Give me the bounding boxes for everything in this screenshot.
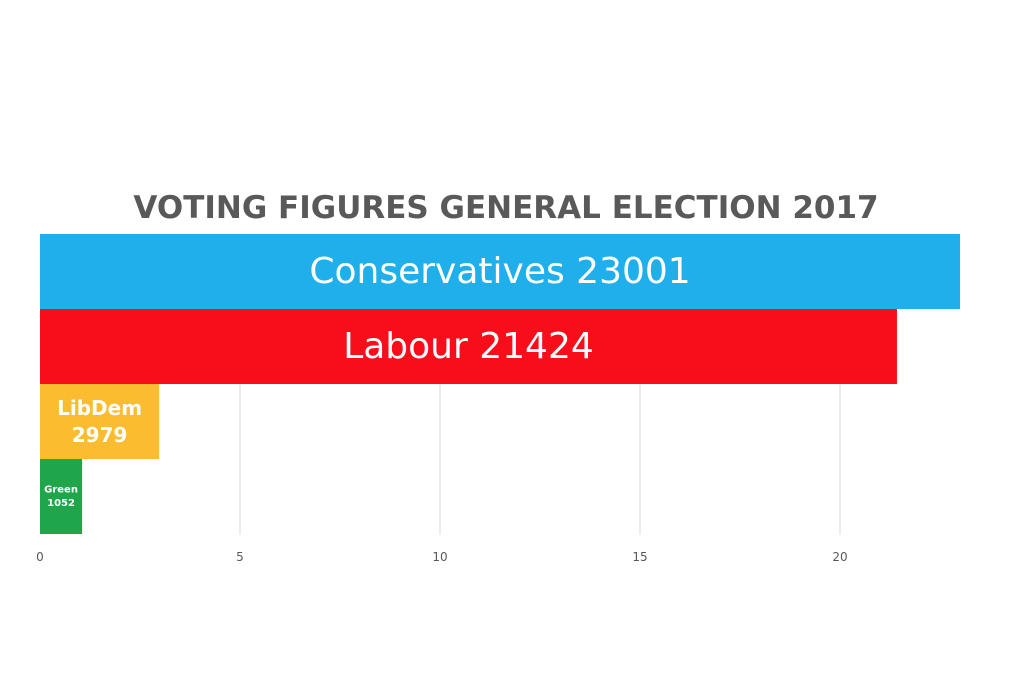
bar-conservatives [40, 234, 961, 309]
bar-labour [40, 309, 897, 384]
x-tick-label: 10 [432, 550, 447, 564]
bar-label: Green [44, 484, 78, 495]
bar-label: Conservatives 23001 [309, 251, 690, 292]
bar-libdem [40, 384, 160, 459]
bar-label: 1052 [47, 498, 75, 509]
x-tick-label: 0 [36, 550, 44, 564]
bar-green [40, 459, 83, 534]
bar-label: Labour 21424 [343, 326, 594, 367]
bar-label: 2979 [72, 423, 128, 447]
x-tick-label: 15 [632, 550, 647, 564]
bar-label: LibDem [57, 396, 142, 420]
chart-title: VOTING FIGURES GENERAL ELECTION 2017 [133, 190, 879, 226]
x-tick-label: 5 [236, 550, 244, 564]
x-tick-label: 20 [832, 550, 847, 564]
